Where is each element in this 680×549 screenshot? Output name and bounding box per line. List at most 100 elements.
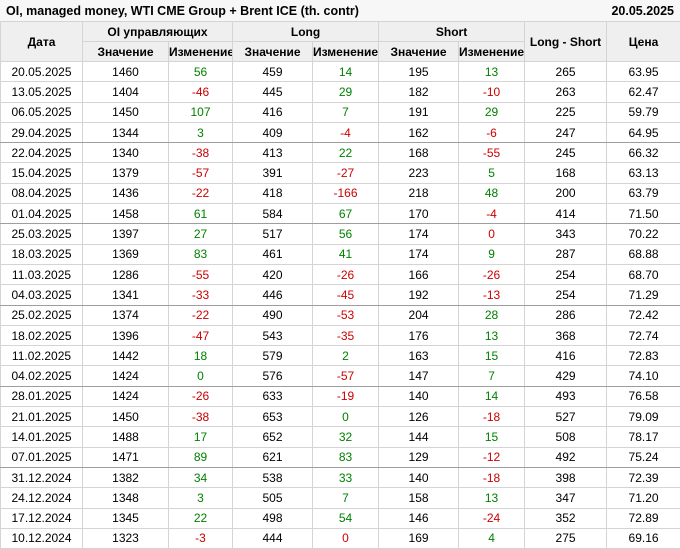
cell-long-change: -27	[313, 163, 379, 183]
cell-long-value: 543	[233, 325, 313, 345]
cell-price: 68.70	[607, 264, 680, 284]
table-row: 01.04.2025 1458 61 584 67 170 -4 414 71.…	[1, 204, 680, 224]
oi-table: Дата OI управляющих Long Short Long - Sh…	[0, 21, 680, 549]
cell-oi-value: 1340	[83, 143, 169, 163]
cell-short-change: 7	[459, 366, 525, 386]
cell-date: 15.04.2025	[1, 163, 83, 183]
cell-oi-change: 56	[169, 62, 233, 82]
cell-short-value: 126	[379, 407, 459, 427]
cell-long-change: 7	[313, 102, 379, 122]
cell-short-value: 129	[379, 447, 459, 467]
cell-long-value: 498	[233, 508, 313, 528]
cell-short-value: 162	[379, 122, 459, 142]
cell-long-change: 41	[313, 244, 379, 264]
cell-long-short: 247	[525, 122, 607, 142]
col-header-long-short: Long - Short	[525, 22, 607, 62]
cell-short-value: 223	[379, 163, 459, 183]
cell-price: 72.89	[607, 508, 680, 528]
table-row: 15.04.2025 1379 -57 391 -27 223 5 168 63…	[1, 163, 680, 183]
cell-oi-change: 27	[169, 224, 233, 244]
cell-short-change: 14	[459, 386, 525, 406]
cell-short-value: 192	[379, 285, 459, 305]
cell-price: 78.17	[607, 427, 680, 447]
cell-oi-value: 1374	[83, 305, 169, 325]
cell-date: 31.12.2024	[1, 467, 83, 487]
cell-oi-value: 1348	[83, 488, 169, 508]
cell-short-value: 163	[379, 346, 459, 366]
cell-oi-value: 1450	[83, 102, 169, 122]
cell-long-change: -26	[313, 264, 379, 284]
cell-oi-value: 1460	[83, 62, 169, 82]
cell-date: 20.05.2025	[1, 62, 83, 82]
cell-short-value: 168	[379, 143, 459, 163]
cell-short-value: 147	[379, 366, 459, 386]
cell-long-value: 409	[233, 122, 313, 142]
cell-oi-value: 1404	[83, 82, 169, 102]
cell-long-value: 579	[233, 346, 313, 366]
cell-oi-change: -33	[169, 285, 233, 305]
cell-oi-value: 1488	[83, 427, 169, 447]
cell-date: 04.03.2025	[1, 285, 83, 305]
cell-long-change: 7	[313, 488, 379, 508]
table-row: 28.01.2025 1424 -26 633 -19 140 14 493 7…	[1, 386, 680, 406]
cell-long-short: 254	[525, 264, 607, 284]
cell-oi-value: 1345	[83, 508, 169, 528]
table-row: 04.02.2025 1424 0 576 -57 147 7 429 74.1…	[1, 366, 680, 386]
cell-long-short: 245	[525, 143, 607, 163]
cell-long-short: 492	[525, 447, 607, 467]
cell-short-change: 0	[459, 224, 525, 244]
cell-long-value: 538	[233, 467, 313, 487]
cell-long-short: 347	[525, 488, 607, 508]
cell-long-short: 286	[525, 305, 607, 325]
cell-short-change: -13	[459, 285, 525, 305]
cell-long-short: 265	[525, 62, 607, 82]
cell-oi-value: 1424	[83, 366, 169, 386]
cell-short-change: 29	[459, 102, 525, 122]
cell-price: 72.39	[607, 467, 680, 487]
cell-long-value: 445	[233, 82, 313, 102]
cell-oi-value: 1396	[83, 325, 169, 345]
cell-long-change: -45	[313, 285, 379, 305]
cell-long-short: 429	[525, 366, 607, 386]
cell-oi-value: 1341	[83, 285, 169, 305]
cell-date: 11.03.2025	[1, 264, 83, 284]
cell-long-short: 225	[525, 102, 607, 122]
col-header-oi-change: Изменение	[169, 42, 233, 62]
cell-oi-value: 1424	[83, 386, 169, 406]
cell-oi-change: 18	[169, 346, 233, 366]
cell-short-change: 15	[459, 427, 525, 447]
cell-oi-value: 1344	[83, 122, 169, 142]
cell-short-value: 174	[379, 244, 459, 264]
cell-oi-change: 34	[169, 467, 233, 487]
cell-long-value: 461	[233, 244, 313, 264]
cell-long-change: 0	[313, 407, 379, 427]
cell-price: 76.58	[607, 386, 680, 406]
col-header-price: Цена	[607, 22, 680, 62]
cell-price: 62.47	[607, 82, 680, 102]
cell-short-change: 4	[459, 528, 525, 548]
cell-date: 22.04.2025	[1, 143, 83, 163]
cell-price: 63.95	[607, 62, 680, 82]
cell-oi-change: -22	[169, 183, 233, 203]
cell-short-value: 158	[379, 488, 459, 508]
report-title: OI, managed money, WTI CME Group + Brent…	[6, 4, 359, 18]
cell-date: 18.02.2025	[1, 325, 83, 345]
cell-long-short: 168	[525, 163, 607, 183]
cell-short-value: 182	[379, 82, 459, 102]
cell-oi-change: -57	[169, 163, 233, 183]
table-row: 18.02.2025 1396 -47 543 -35 176 13 368 7…	[1, 325, 680, 345]
cell-short-change: -12	[459, 447, 525, 467]
cell-long-value: 633	[233, 386, 313, 406]
table-row: 18.03.2025 1369 83 461 41 174 9 287 68.8…	[1, 244, 680, 264]
cell-oi-change: 17	[169, 427, 233, 447]
col-group-long: Long	[233, 22, 379, 42]
cell-long-change: -19	[313, 386, 379, 406]
table-row: 13.05.2025 1404 -46 445 29 182 -10 263 6…	[1, 82, 680, 102]
cell-price: 68.88	[607, 244, 680, 264]
cell-short-value: 146	[379, 508, 459, 528]
cell-short-value: 140	[379, 386, 459, 406]
cell-long-value: 621	[233, 447, 313, 467]
cell-date: 17.12.2024	[1, 508, 83, 528]
cell-long-short: 200	[525, 183, 607, 203]
col-header-oi-value: Значение	[83, 42, 169, 62]
